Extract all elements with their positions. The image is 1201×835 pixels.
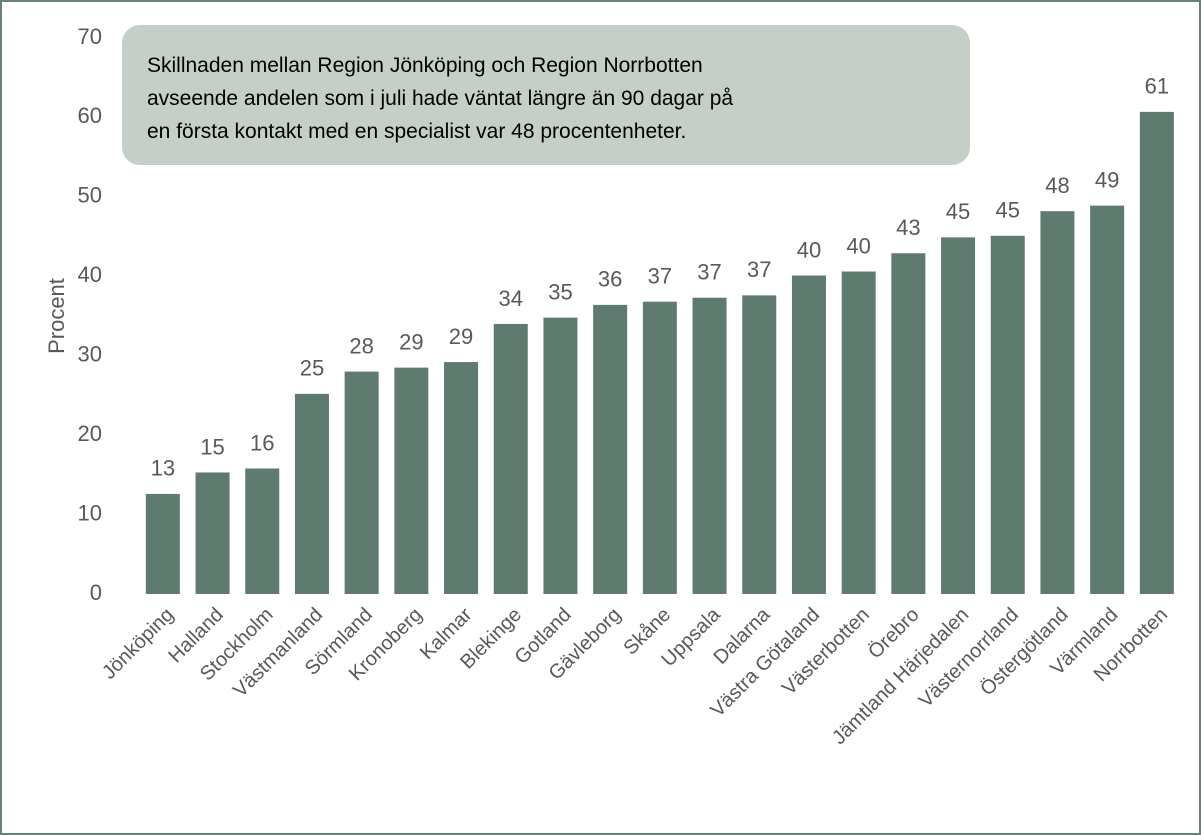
y-tick-label: 50 (78, 183, 102, 208)
bar (692, 297, 727, 594)
bar (543, 317, 578, 594)
value-label: 29 (399, 329, 423, 354)
bar (1090, 205, 1125, 594)
bar (294, 393, 329, 594)
bar (394, 367, 429, 594)
value-label: 29 (449, 324, 473, 349)
value-label: 40 (846, 233, 870, 258)
y-tick-label: 70 (78, 24, 102, 49)
y-tick-label: 20 (78, 421, 102, 446)
y-tick-label: 10 (78, 500, 102, 525)
value-label: 43 (896, 215, 920, 240)
value-label: 49 (1095, 167, 1119, 192)
bar (593, 304, 628, 594)
y-tick-label: 0 (90, 580, 102, 605)
y-tick-label: 60 (78, 103, 102, 128)
bar (344, 371, 379, 594)
value-label: 28 (349, 333, 373, 358)
bar (791, 275, 826, 594)
value-label: 37 (648, 264, 672, 289)
annotation-box (122, 25, 970, 165)
bar (145, 493, 180, 594)
value-label: 36 (598, 267, 622, 292)
bar (742, 295, 777, 594)
value-label: 37 (747, 257, 771, 282)
value-label: 15 (200, 434, 224, 459)
value-label: 34 (499, 286, 523, 311)
y-tick-label: 30 (78, 342, 102, 367)
bar (841, 271, 876, 594)
bar (642, 301, 677, 594)
bar (245, 468, 280, 594)
value-label: 48 (1045, 173, 1069, 198)
bar (941, 237, 976, 594)
bar (195, 472, 230, 594)
value-label: 61 (1145, 74, 1169, 99)
bar (493, 323, 528, 594)
value-label: 45 (996, 198, 1020, 223)
bar (990, 235, 1025, 594)
annotation: Skillnaden mellan Region Jönköping och R… (147, 54, 703, 77)
value-label: 16 (250, 430, 274, 455)
annotation: en första kontakt med en specialist var … (147, 120, 686, 143)
bar (444, 362, 479, 594)
value-label: 40 (797, 237, 821, 262)
y-tick-label: 40 (78, 262, 102, 287)
annotation: avseende andelen som i juli hade väntat … (147, 87, 733, 110)
value-label: 13 (151, 456, 175, 481)
value-label: 25 (300, 356, 324, 381)
bar (891, 253, 926, 594)
value-label: 37 (697, 260, 721, 285)
value-label: 35 (548, 279, 572, 304)
value-label: 45 (946, 199, 970, 224)
bar (1040, 211, 1075, 594)
y-axis-label: Procent (44, 278, 69, 354)
bar (1139, 111, 1174, 595)
